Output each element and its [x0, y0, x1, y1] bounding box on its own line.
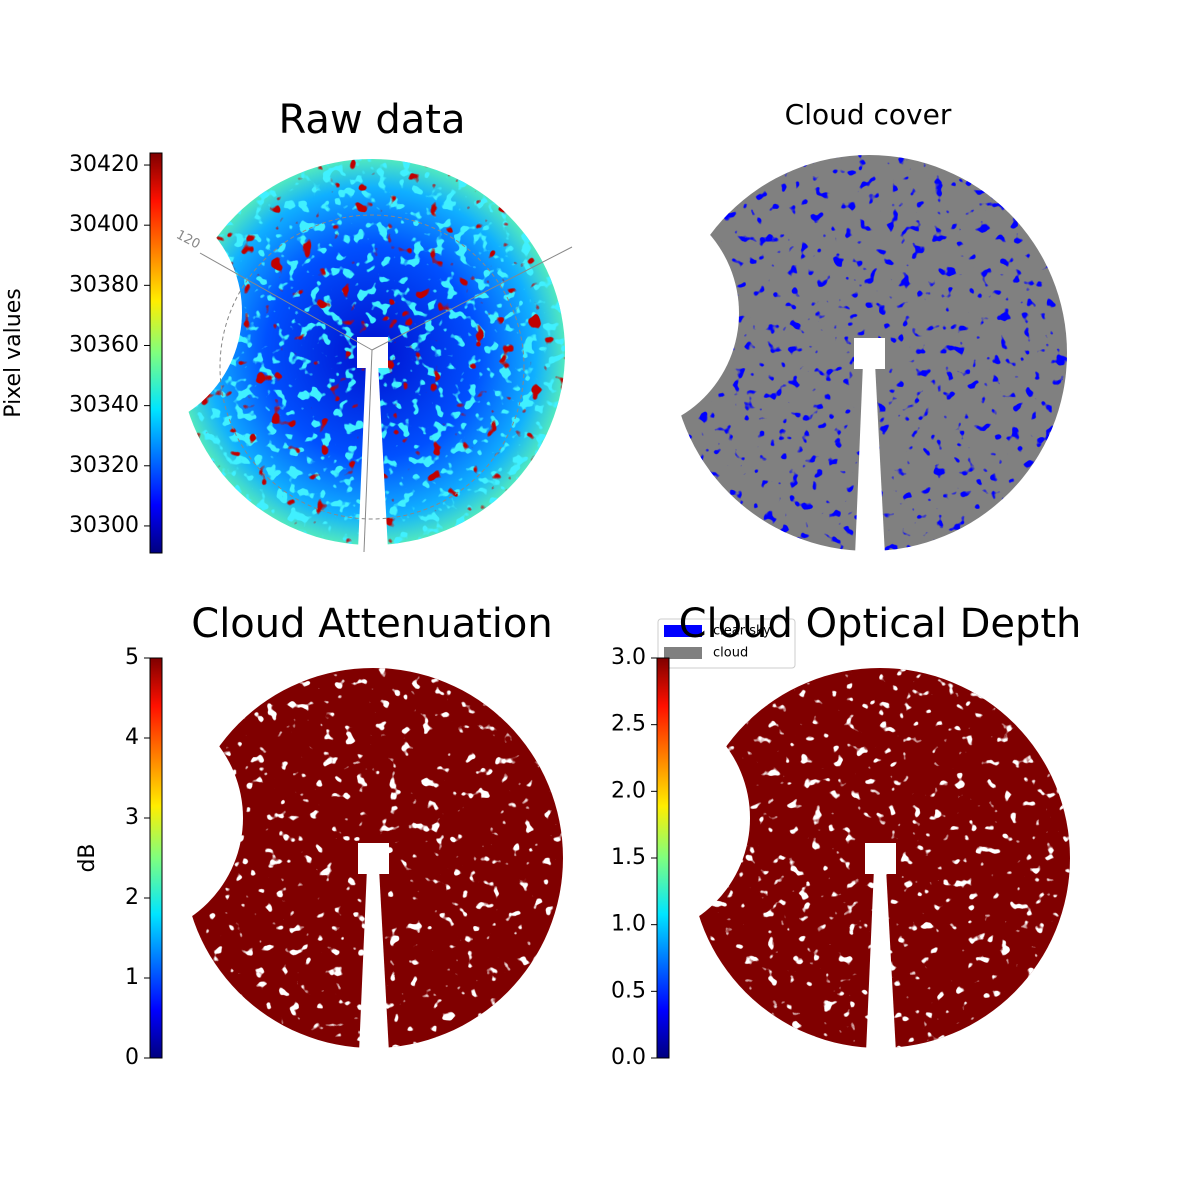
colorbar [149, 657, 163, 1059]
panel-title: Cloud Attenuation [191, 601, 552, 647]
colorbar-tick-label: 30300 [69, 513, 139, 538]
panel-title: Raw data [279, 97, 466, 143]
colorbar-tick-label: 2 [125, 885, 139, 910]
colorbar-tick-label: 4 [125, 725, 139, 750]
mast [359, 868, 389, 1048]
colorbar-label: Pixel values [1, 288, 26, 417]
colorbar-tick-label: 3 [125, 805, 139, 830]
colorbar-label: dB [75, 843, 100, 872]
azimuth-line [371, 246, 573, 351]
sky-notch [671, 204, 739, 422]
azimuth-line [363, 349, 373, 553]
colorbar-tick-label: 3.0 [611, 645, 646, 670]
sky-notch [183, 714, 243, 922]
colorbar-tick-label: 1.5 [611, 845, 646, 870]
mast [866, 868, 896, 1048]
colorbar-tick-label: 30380 [69, 272, 139, 297]
sky-notch [179, 206, 242, 418]
panel-title: Cloud cover [785, 98, 952, 131]
sky-image [690, 668, 1070, 1048]
legend: clear sky cloud [657, 618, 796, 669]
colorbar-tick-label: 2.0 [611, 778, 646, 803]
colorbar-tick-label: 30340 [69, 393, 139, 418]
legend-label: clear sky [713, 624, 771, 639]
colorbar-tick-label: 2.5 [611, 712, 646, 737]
colorbar-tick-label: 5 [125, 645, 139, 670]
colorbar [149, 152, 163, 554]
legend-label: cloud [713, 646, 748, 661]
colorbar-tick-label: 0.0 [611, 1045, 646, 1070]
colorbar-tick-label: 1.0 [611, 912, 646, 937]
colorbar-tick-label: 30420 [69, 152, 139, 177]
sky-image [671, 155, 1067, 551]
colorbar-tick-label: 30400 [69, 212, 139, 237]
colorbar-tick-label: 0 [125, 1045, 139, 1070]
grid-circle [219, 214, 525, 520]
sky-image [183, 668, 563, 1048]
legend-swatch [664, 647, 702, 659]
azimuth-line [199, 252, 373, 351]
colorbar-tick-label: 30320 [69, 453, 139, 478]
colorbar-tick-label: 0.5 [611, 978, 646, 1003]
sky-notch [690, 714, 750, 922]
colorbar [656, 657, 670, 1059]
mast [855, 363, 885, 551]
colorbar-tick-label: 1 [125, 965, 139, 990]
colorbar-tick-label: 30360 [69, 332, 139, 357]
legend-swatch [664, 625, 702, 637]
panel-title: Cloud Optical Depth [679, 601, 1082, 647]
